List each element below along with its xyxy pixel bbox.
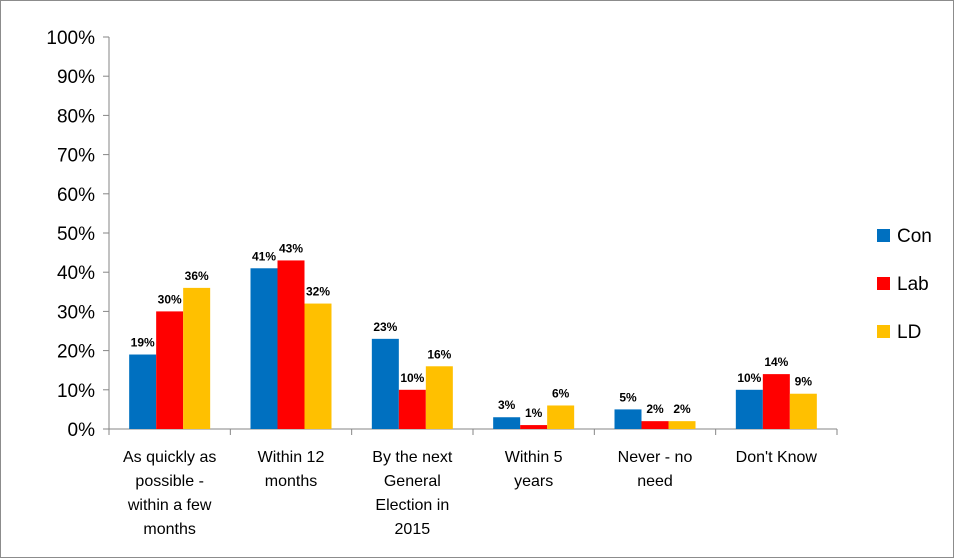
y-tick-label: 80% [57,106,95,127]
data-label: 2% [646,402,664,416]
data-label: 2% [673,402,691,416]
category-label: Don't Know [736,449,818,466]
bar-ld [183,287,211,429]
data-label: 6% [552,386,570,400]
category-label: Never - no [618,449,693,466]
data-label: 14% [764,355,788,369]
category-label: possible - [135,473,203,490]
y-tick-label: 20% [57,342,95,363]
category-label: months [265,473,317,490]
y-tick-label: 10% [57,381,95,402]
legend-swatch-lab [877,277,890,290]
category-label: need [637,473,673,490]
data-label: 10% [737,371,761,385]
category-label: 2015 [395,521,431,538]
legend-swatch-con [877,229,890,242]
category-label: Within 5 [505,449,563,466]
bar-ld [789,393,817,429]
bar-ld [547,405,575,429]
data-label: 10% [400,371,424,385]
data-label: 16% [427,347,451,361]
bar-lab [762,374,790,429]
y-tick-label: 100% [46,28,95,49]
bar-con [735,389,763,429]
category-label: Within 12 [258,449,325,466]
bar-ld [304,303,332,429]
bar-con [250,268,278,429]
legend-swatch-ld [877,325,890,338]
category-label: General [384,473,441,490]
bar-lab [641,421,669,429]
y-tick-label: 0% [68,420,96,441]
legend-label: Con [897,226,932,247]
category-label: months [143,521,195,538]
legend-label: LD [897,322,921,343]
bar-ld [425,366,453,429]
legend-label: Lab [897,274,929,295]
data-label: 30% [158,292,182,306]
data-label: 23% [373,320,397,334]
bar-lab [277,260,305,429]
bar-con [614,409,642,429]
y-tick-label: 50% [57,224,95,245]
bar-lab [398,389,426,429]
bar-ld [668,421,696,429]
data-label: 5% [619,390,637,404]
category-label: As quickly as [123,449,216,466]
data-label: 36% [185,269,209,283]
category-label: years [514,473,553,490]
data-label: 32% [306,285,330,299]
category-label: By the next [372,449,453,466]
y-tick-label: 30% [57,302,95,323]
y-tick-label: 40% [57,263,95,284]
bar-lab [156,311,184,429]
category-label: within a few [127,497,212,514]
data-label: 3% [498,398,516,412]
bar-con [493,417,521,429]
data-label: 41% [252,249,276,263]
y-tick-label: 60% [57,185,95,206]
data-label: 9% [795,375,813,389]
bar-con [129,354,157,429]
data-label: 1% [525,406,543,420]
category-label: Election in [375,497,449,514]
data-label: 43% [279,241,303,255]
y-tick-label: 90% [57,67,95,88]
data-label: 19% [131,336,155,350]
bar-lab [520,425,548,429]
y-tick-label: 70% [57,146,95,167]
bar-con [371,338,399,429]
